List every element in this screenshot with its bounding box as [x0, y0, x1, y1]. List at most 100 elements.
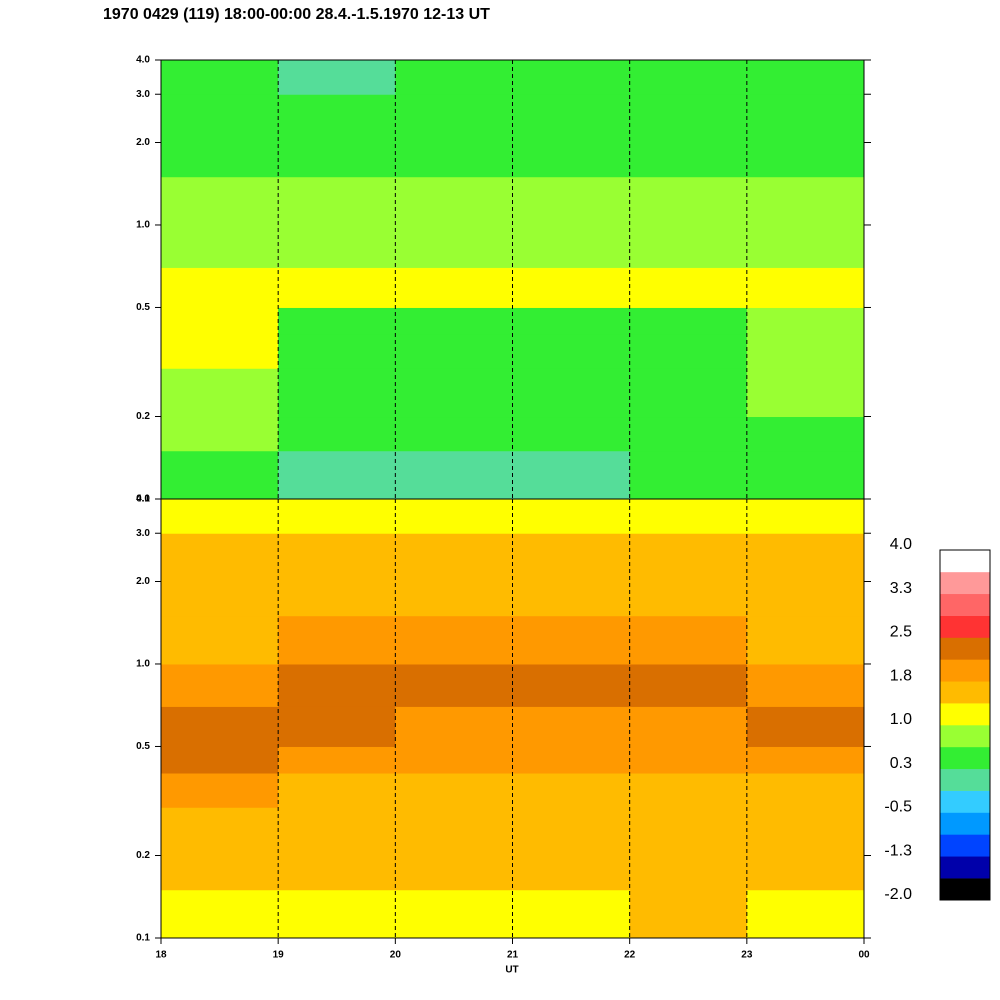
heatmap-cell	[512, 416, 631, 452]
colorbar-tick-label: 1.8	[890, 667, 912, 684]
heatmap-cell	[629, 773, 748, 808]
heatmap-cell	[629, 368, 748, 418]
x-tick-label: 00	[858, 950, 870, 961]
colorbar-tick-label: 2.5	[890, 624, 912, 641]
heatmap-cell	[161, 855, 279, 891]
colorbar-tick-label: 0.3	[890, 755, 912, 772]
heatmap-cell	[512, 499, 631, 534]
y-tick-label: 1.0	[136, 220, 150, 231]
heatmap-cell	[746, 334, 865, 369]
heatmap-cell	[278, 615, 396, 665]
heatmap-cell	[629, 416, 748, 452]
x-tick-label: 20	[390, 950, 402, 961]
colorbar-tick-label: 4.0	[890, 536, 912, 553]
colorbar-tick-label: 1.0	[890, 711, 912, 728]
heatmap-cell	[278, 416, 396, 452]
heatmap-cell	[395, 142, 513, 178]
colorbar-swatch	[940, 768, 990, 791]
heatmap-cell	[395, 499, 513, 534]
heatmap-cell	[629, 267, 748, 308]
heatmap-cell	[746, 889, 865, 939]
heatmap-cell	[746, 706, 865, 747]
heatmap-cell	[512, 807, 631, 857]
heatmap-cell	[512, 855, 631, 891]
colorbar-swatch	[940, 878, 990, 901]
colorbar-swatch	[940, 637, 990, 660]
colorbar-tick-label: -2.0	[884, 886, 912, 903]
heatmap-cell	[629, 499, 748, 534]
heatmap-cell	[161, 663, 279, 707]
heatmap-cell	[395, 368, 513, 418]
heatmap-cell	[278, 176, 396, 226]
heatmap-cell	[629, 307, 748, 335]
heatmap-cell	[395, 94, 513, 143]
heatmap-cell	[278, 807, 396, 857]
colorbar-tick-label: -1.3	[884, 842, 912, 859]
heatmap-cell	[161, 807, 279, 857]
heatmap-cell	[161, 60, 279, 95]
heatmap-cell	[746, 450, 865, 500]
heatmap-cell	[746, 224, 865, 268]
heatmap-cell	[512, 581, 631, 617]
colorbar-swatch	[940, 812, 990, 835]
heatmap-cell	[395, 773, 513, 808]
heatmap-cell	[395, 267, 513, 308]
heatmap-cell	[161, 706, 279, 747]
heatmap-cell	[512, 706, 631, 747]
heatmap-cell	[629, 450, 748, 500]
heatmap-cell	[395, 416, 513, 452]
heatmap-cell	[746, 94, 865, 143]
heatmap-cell	[746, 746, 865, 774]
colorbar-swatch	[940, 746, 990, 770]
colorbar-swatch	[940, 593, 990, 616]
colorbar-swatch	[940, 550, 990, 573]
heatmap-cell	[746, 581, 865, 617]
heatmap-cell	[629, 746, 748, 774]
heatmap-cell	[629, 855, 748, 891]
heatmap-cell	[395, 334, 513, 369]
heatmap-cell	[161, 746, 279, 774]
x-tick-label: 19	[273, 950, 285, 961]
heatmap-cell	[161, 307, 279, 335]
x-tick-label: 22	[624, 950, 636, 961]
heatmap-cell	[512, 60, 631, 95]
heatmap-cell	[278, 450, 396, 500]
y-tick-label: 1.0	[136, 659, 150, 670]
heatmap-cell	[746, 855, 865, 891]
y-tick-label: 4.0	[136, 55, 150, 66]
heatmap-cell	[278, 889, 396, 939]
heatmap-cell	[161, 533, 279, 582]
heatmap-cell	[161, 581, 279, 617]
heatmap-cell	[278, 307, 396, 335]
colorbar-swatch	[940, 615, 990, 638]
heatmap-cell	[395, 60, 513, 95]
heatmap-cell	[512, 94, 631, 143]
x-axis-label: UT	[505, 965, 518, 976]
heatmap-cell	[278, 746, 396, 774]
heatmap-cell	[278, 94, 396, 143]
heatmap-cell	[512, 224, 631, 268]
colorbar-frame	[939, 549, 991, 901]
heatmap-cell	[161, 176, 279, 226]
colorbar-tick-label: -0.5	[884, 799, 912, 816]
heatmap-cell	[629, 889, 748, 939]
heatmap-cell	[629, 706, 748, 747]
heatmap-cell	[629, 663, 748, 707]
heatmap-cell	[512, 773, 631, 808]
y-tick-label: 3.0	[136, 528, 150, 539]
heatmap-cell	[746, 807, 865, 857]
heatmap-cell	[629, 615, 748, 665]
heatmap-cell	[629, 94, 748, 143]
colorbar-tick-label: 3.3	[890, 580, 912, 597]
y-tick-label: 0.2	[136, 850, 150, 861]
heatmap-cell	[746, 142, 865, 178]
heatmap-cell	[395, 706, 513, 747]
heatmap-cell	[746, 307, 865, 335]
colorbar-swatch	[940, 659, 990, 682]
heatmap-cell	[395, 450, 513, 500]
heatmap-cell	[512, 176, 631, 226]
heatmap-cell	[395, 746, 513, 774]
heatmap-cell	[512, 368, 631, 418]
heatmap-cell	[512, 307, 631, 335]
x-tick-label: 23	[741, 950, 753, 961]
